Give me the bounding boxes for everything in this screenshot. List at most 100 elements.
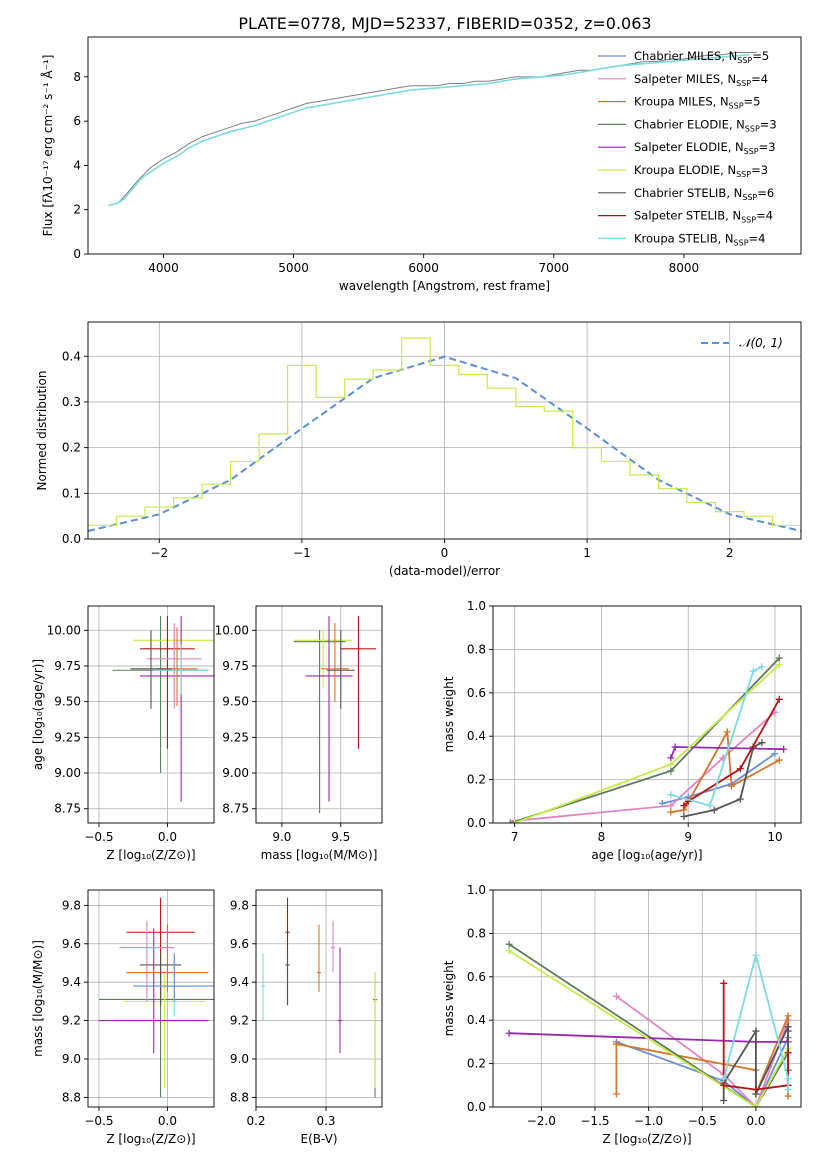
- y-tick-label: 9.4: [62, 975, 81, 989]
- x-axis-label: Z [log₁₀(Z/Z⊙)]: [106, 1132, 195, 1146]
- x-tick-label: 7: [511, 830, 519, 844]
- plus-marker: [612, 1090, 620, 1098]
- plus-marker: [720, 1075, 728, 1083]
- x-tick-label: 9.5: [331, 830, 350, 844]
- age-vs-mass-panel: 9.0 9.5 8.75 9.00 9.25 9.50 9.75 10.00 mass [log…: [215, 605, 383, 862]
- plus-marker: [667, 767, 675, 775]
- axes-frame: [87, 889, 215, 1108]
- x-tick-label: −1.5: [580, 1114, 609, 1128]
- plus-marker: [728, 782, 736, 790]
- plus-marker: [671, 743, 679, 751]
- y-tick-label: 8: [73, 70, 81, 84]
- plus-marker: [736, 765, 744, 773]
- y-tick-label: 8.8: [62, 1090, 81, 1104]
- x-tick-label: 7000: [539, 261, 570, 275]
- spectrum-legend: Chabrier MILES, NSSP=5 Salpeter MILES, NS…: [598, 49, 777, 247]
- legend-entry: Salpeter MILES, NSSP=4: [634, 72, 768, 88]
- plus-marker: [505, 947, 513, 955]
- y-tick-label: 9.25: [54, 730, 81, 744]
- y-tick-label: 9.25: [222, 730, 249, 744]
- x-tick-label: 8: [598, 830, 606, 844]
- legend-entry: Kroupa STELIB, NSSP=4: [634, 231, 765, 247]
- plus-marker: [775, 756, 783, 764]
- x-tick-label: −2.0: [527, 1114, 556, 1128]
- y-tick-label: 0.4: [467, 1013, 486, 1027]
- y-tick-label: 0: [73, 247, 81, 261]
- x-tick-label: −2: [150, 546, 168, 560]
- x-tick-label: 6000: [408, 261, 439, 275]
- massweight-vs-metallicity-panel: −2.0 −1.5 −1.0 −0.5 0.0 0.0 0.2 0.4 0.6 0.8 1.0 Z […: [442, 883, 802, 1146]
- y-tick-label: 0.0: [467, 816, 486, 830]
- plot-area: [293, 615, 377, 814]
- x-tick-label: 9.0: [272, 830, 291, 844]
- x-tick-label: −1: [293, 546, 311, 560]
- x-tick-label: 8000: [669, 261, 700, 275]
- series-line: [514, 711, 776, 822]
- plus-marker: [784, 1092, 792, 1100]
- series-line: [670, 665, 763, 807]
- plus-marker: [775, 695, 783, 703]
- x-axis-label: mass [log₁₀(M/M⊙)]: [261, 848, 378, 862]
- series-line: [722, 951, 789, 1090]
- axes-frame: [255, 889, 383, 1108]
- plot-area: [88, 337, 801, 532]
- series-line: [615, 995, 789, 1107]
- plus-marker: [784, 1086, 792, 1094]
- plus-marker: [506, 819, 514, 823]
- legend-entry: Salpeter STELIB, NSSP=4: [634, 209, 773, 225]
- series-line: [616, 1037, 789, 1107]
- y-tick-label: 8.75: [54, 802, 81, 816]
- y-tick-label: 2: [73, 203, 81, 217]
- y-tick-label: 9.8: [62, 898, 81, 912]
- plus-marker: [780, 745, 788, 753]
- y-axis-label: Flux [fλ10⁻¹⁷ erg cm⁻² s⁻¹ Å⁻¹]: [40, 55, 55, 237]
- y-tick-label: 9.75: [54, 659, 81, 673]
- plus-marker: [710, 806, 718, 814]
- x-tick-label: 0.0: [746, 1114, 765, 1128]
- y-tick-label: 0.8: [467, 642, 486, 656]
- y-tick-label: 9.2: [230, 1014, 249, 1028]
- series-line: [508, 943, 789, 1107]
- massweight-vs-age-panel: 7 8 9 10 0.0 0.2 0.4 0.6 0.8 1.0 age [log₁₀(age/yr…: [442, 599, 802, 862]
- y-tick-label: 9.00: [54, 766, 81, 780]
- histogram-step: [88, 337, 801, 526]
- y-tick-label: 6: [73, 114, 81, 128]
- plus-marker: [667, 808, 675, 816]
- x-tick-label: 0.0: [158, 830, 177, 844]
- legend-entry: Chabrier ELODIE, NSSP=3: [634, 117, 777, 133]
- y-tick-label: 8.75: [222, 802, 249, 816]
- plus-marker: [667, 760, 675, 768]
- x-tick-label: −0.5: [84, 830, 113, 844]
- y-tick-label: 0.0: [62, 532, 81, 546]
- legend-entry: Kroupa ELODIE, NSSP=3: [634, 163, 768, 179]
- y-tick-label: 0.6: [467, 686, 486, 700]
- y-tick-label: 4: [73, 158, 81, 172]
- y-tick-label: 9.2: [62, 1014, 81, 1028]
- y-tick-label: 9.50: [222, 695, 249, 709]
- plus-marker: [752, 951, 760, 959]
- plot-area: [112, 615, 214, 802]
- y-tick-label: 9.0: [230, 1052, 249, 1066]
- age-vs-metallicity-panel: −0.5 0.0 8.75 9.00 9.25 9.50 9.75 10.00 Z [log₁₀…: [31, 605, 215, 862]
- y-tick-label: 9.50: [54, 695, 81, 709]
- plot-area: [261, 897, 377, 1098]
- y-tick-label: 9.75: [222, 659, 249, 673]
- plus-marker: [771, 750, 779, 758]
- x-tick-label: 5000: [278, 261, 309, 275]
- x-tick-label: 0.0: [158, 1114, 177, 1128]
- legend-label-normal: 𝒩(0, 1): [739, 336, 783, 350]
- spectrum-line-model: [108, 53, 750, 207]
- y-tick-label: 9.00: [222, 766, 249, 780]
- y-tick-label: 0.4: [62, 349, 81, 363]
- x-axis-label: (data-model)/error: [389, 564, 500, 578]
- y-axis-label: Normed distribution: [35, 371, 49, 491]
- y-tick-label: 0.6: [467, 970, 486, 984]
- y-tick-label: 9.4: [230, 975, 249, 989]
- x-tick-label: 1: [583, 546, 591, 560]
- y-tick-label: 8.8: [230, 1090, 249, 1104]
- x-tick-label: −1.0: [634, 1114, 663, 1128]
- series-line: [510, 657, 780, 823]
- legend-entry: Kroupa MILES, NSSP=5: [634, 95, 760, 111]
- y-tick-label: 0.3: [62, 395, 81, 409]
